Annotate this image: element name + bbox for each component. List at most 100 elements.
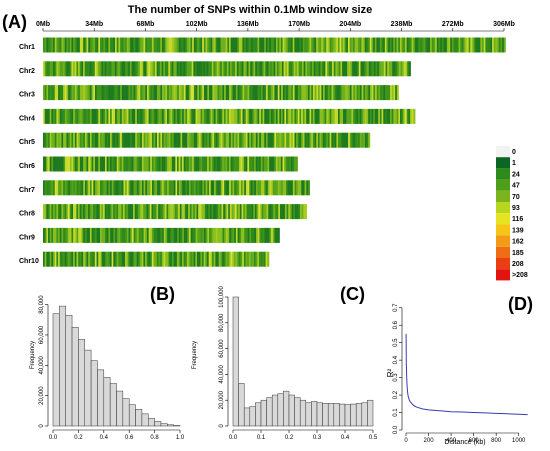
density-cell [145, 156, 148, 172]
density-cell [234, 204, 237, 220]
density-cell [225, 156, 228, 172]
density-cell [240, 227, 243, 243]
density-cell [177, 108, 180, 124]
histogram-bar [322, 403, 329, 427]
density-cell [208, 108, 211, 124]
density-cell [228, 204, 231, 220]
density-cell [88, 227, 91, 243]
density-cell [270, 108, 273, 124]
density-cell [215, 180, 218, 196]
density-cell [93, 180, 96, 196]
density-cell [297, 85, 300, 101]
density-cell [503, 37, 506, 53]
density-cell [406, 37, 409, 53]
density-cell [200, 108, 203, 124]
density-cell [48, 61, 50, 77]
density-cell [71, 37, 74, 53]
density-cell [182, 227, 185, 243]
density-cell [249, 180, 252, 196]
density-cell [94, 251, 97, 267]
density-cell [299, 132, 302, 148]
density-cell [68, 37, 71, 53]
density-cell [88, 61, 91, 77]
density-cell [140, 85, 143, 101]
density-cell [263, 204, 266, 220]
density-cell [317, 37, 320, 53]
density-cell [123, 227, 126, 243]
histogram-bar [299, 399, 307, 427]
density-cell [49, 251, 52, 267]
density-cell [135, 251, 138, 267]
density-cell [140, 156, 143, 172]
y-tick-label: 40,000 [39, 355, 45, 374]
density-cell [78, 251, 81, 267]
density-cell [269, 227, 272, 243]
density-cell [116, 108, 119, 124]
density-cell [153, 251, 156, 267]
density-cell [350, 61, 353, 77]
density-cell [49, 132, 52, 148]
density-cell [163, 37, 166, 53]
density-cell [388, 61, 391, 77]
density-cell [181, 61, 184, 77]
density-cell [307, 85, 310, 101]
x-tick-label: 1000 [512, 438, 526, 444]
density-cell [151, 132, 154, 148]
density-cell [59, 156, 62, 172]
density-cell [258, 61, 261, 77]
panel-d-label: (D) [508, 294, 533, 314]
density-cell [315, 61, 318, 77]
density-cell [64, 251, 67, 267]
density-cell [306, 108, 309, 124]
density-cell [73, 132, 76, 148]
density-cell [138, 37, 141, 53]
density-cell [173, 37, 176, 53]
density-cell [294, 108, 297, 124]
density-cell [360, 61, 363, 77]
density-cell [79, 204, 82, 220]
density-cell [69, 251, 72, 267]
density-cell [121, 61, 124, 77]
density-cell [227, 37, 230, 53]
density-cell [287, 108, 290, 124]
density-cell [322, 108, 325, 124]
density-cell [301, 108, 304, 124]
density-cell [392, 61, 395, 77]
histogram-bar [355, 403, 363, 427]
density-cell [200, 61, 203, 77]
density-cell [347, 37, 350, 53]
panel-d-ylabel: R² [386, 368, 395, 377]
density-cell [251, 227, 253, 243]
density-cell [110, 180, 113, 196]
density-cell [126, 85, 129, 101]
legend-swatch [496, 246, 510, 258]
density-cell [192, 156, 195, 172]
density-cell [319, 85, 322, 101]
density-cell [93, 37, 96, 53]
density-cell [113, 251, 116, 267]
density-cell [58, 251, 61, 267]
density-cell [157, 85, 160, 101]
density-cell [83, 85, 86, 101]
density-cell [247, 132, 250, 148]
density-cell [313, 61, 316, 77]
density-cell [170, 227, 173, 243]
density-cell [237, 108, 240, 124]
density-cell [143, 180, 146, 196]
density-cell [370, 61, 373, 77]
density-cell [113, 85, 116, 101]
density-cell [456, 37, 459, 53]
density-cell [205, 108, 208, 124]
density-cell [262, 108, 265, 124]
density-cell [123, 61, 126, 77]
legend-label: 185 [512, 250, 524, 257]
density-cell [271, 180, 274, 196]
density-cell [91, 227, 94, 243]
density-cell [319, 108, 322, 124]
density-cell [249, 132, 252, 148]
density-cell [165, 37, 168, 53]
legend-swatch [496, 224, 510, 236]
density-cell [180, 108, 183, 124]
density-cell [198, 61, 201, 77]
density-cell [131, 204, 134, 220]
